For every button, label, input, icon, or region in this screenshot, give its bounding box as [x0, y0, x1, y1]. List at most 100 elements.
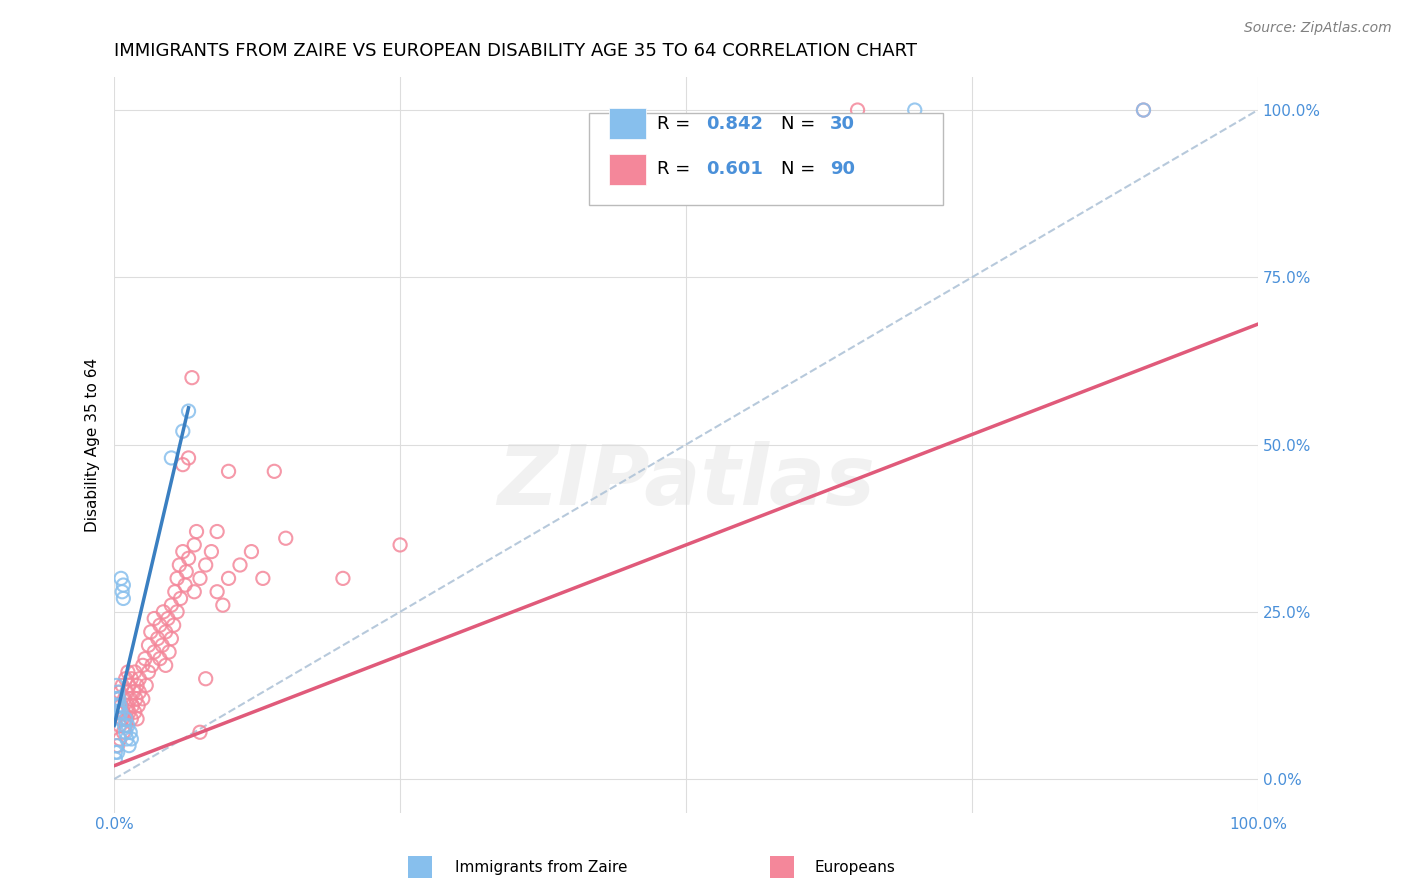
Point	[163, 618, 186, 632]
Point	[120, 731, 142, 746]
Point	[107, 691, 129, 706]
Point	[120, 672, 142, 686]
Point	[112, 578, 135, 592]
Point	[143, 645, 166, 659]
Point	[107, 691, 129, 706]
Point	[110, 571, 132, 585]
Point	[110, 698, 132, 713]
Text: 90: 90	[830, 161, 855, 178]
Point	[108, 685, 131, 699]
Point	[194, 558, 217, 572]
Point	[127, 698, 149, 713]
Point	[177, 551, 200, 566]
Point	[107, 739, 129, 753]
Point	[108, 731, 131, 746]
Point	[105, 691, 128, 706]
Point	[115, 685, 138, 699]
Point	[108, 698, 131, 713]
Point	[177, 404, 200, 418]
Point	[1132, 103, 1154, 117]
Point	[177, 450, 200, 465]
Point	[117, 718, 139, 732]
Point	[115, 731, 138, 746]
Point	[155, 658, 177, 673]
Text: R =: R =	[658, 161, 696, 178]
Point	[104, 745, 127, 759]
Point	[174, 578, 197, 592]
Text: Immigrants from Zaire: Immigrants from Zaire	[456, 860, 627, 874]
FancyBboxPatch shape	[609, 153, 645, 185]
Point	[160, 632, 183, 646]
Point	[111, 712, 134, 726]
FancyBboxPatch shape	[589, 113, 943, 205]
Point	[118, 739, 141, 753]
Point	[1132, 103, 1154, 117]
Point	[332, 571, 354, 585]
Point	[183, 584, 205, 599]
Point	[104, 752, 127, 766]
Point	[218, 571, 240, 585]
Point	[846, 103, 869, 117]
Point	[108, 718, 131, 732]
Point	[218, 464, 240, 478]
Point	[229, 558, 252, 572]
Point	[252, 571, 274, 585]
Point	[186, 524, 208, 539]
Point	[172, 458, 194, 472]
Point	[132, 658, 155, 673]
Point	[150, 638, 173, 652]
Point	[138, 638, 160, 652]
Point	[149, 651, 172, 665]
Point	[141, 658, 163, 673]
Text: N =: N =	[780, 161, 821, 178]
Point	[163, 584, 186, 599]
Point	[172, 424, 194, 438]
Point	[107, 705, 129, 719]
Point	[112, 705, 135, 719]
Point	[157, 645, 180, 659]
Point	[120, 725, 142, 739]
Point	[240, 544, 263, 558]
Point	[183, 538, 205, 552]
Point	[110, 705, 132, 719]
Point	[205, 524, 228, 539]
Point	[107, 745, 129, 759]
Point	[112, 591, 135, 606]
Point	[118, 678, 141, 692]
Point	[205, 584, 228, 599]
Point	[114, 691, 136, 706]
Point	[135, 678, 157, 692]
Point	[117, 698, 139, 713]
Text: ZIPatlas: ZIPatlas	[498, 441, 875, 522]
Point	[114, 712, 136, 726]
Point	[172, 544, 194, 558]
Text: 0.842: 0.842	[707, 115, 763, 133]
Point	[188, 725, 211, 739]
Point	[107, 698, 129, 713]
Point	[134, 651, 156, 665]
Text: 0.601: 0.601	[707, 161, 763, 178]
Point	[146, 632, 169, 646]
Point	[143, 611, 166, 625]
Point	[114, 725, 136, 739]
Point	[181, 370, 204, 384]
Point	[128, 672, 150, 686]
Point	[122, 685, 145, 699]
Point	[105, 739, 128, 753]
Text: Source: ZipAtlas.com: Source: ZipAtlas.com	[1244, 21, 1392, 35]
Point	[107, 685, 129, 699]
Point	[169, 591, 191, 606]
Point	[155, 624, 177, 639]
Point	[156, 611, 179, 625]
Point	[132, 691, 155, 706]
Point	[389, 538, 412, 552]
Point	[124, 665, 146, 679]
Text: N =: N =	[780, 115, 821, 133]
Point	[114, 718, 136, 732]
Point	[139, 624, 162, 639]
Y-axis label: Disability Age 35 to 64: Disability Age 35 to 64	[86, 358, 100, 532]
Point	[120, 712, 142, 726]
Point	[125, 678, 148, 692]
Text: 30: 30	[830, 115, 855, 133]
Point	[117, 665, 139, 679]
